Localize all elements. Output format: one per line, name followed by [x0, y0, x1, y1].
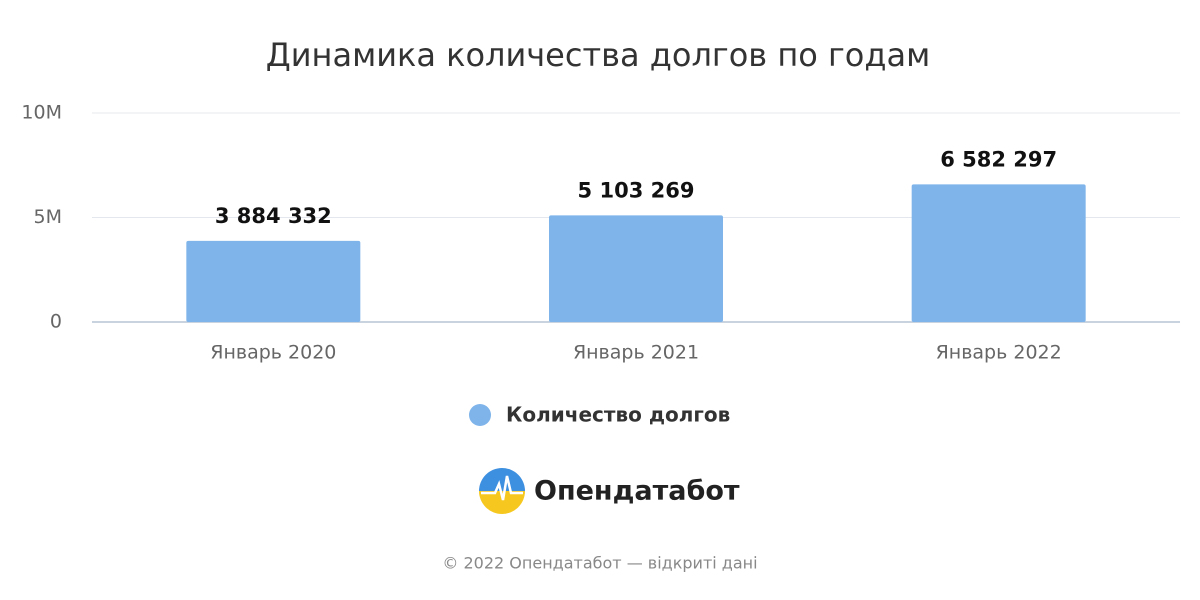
bar: [911, 184, 1086, 322]
x-tick-label: Январь 2020: [210, 342, 336, 364]
bar: [186, 240, 361, 322]
logo: Опендатабот: [479, 468, 740, 514]
y-tick-label: 0: [50, 311, 62, 333]
data-label: 5 103 269: [578, 178, 695, 202]
y-tick-label: 5M: [34, 206, 62, 228]
logo-text: Опендатабот: [534, 476, 740, 507]
y-tick-label: 10M: [21, 102, 62, 124]
legend-marker: [469, 404, 491, 426]
footer: © 2022 Опендатабот — відкриті дані: [442, 554, 757, 573]
logo-pulse: [481, 475, 523, 501]
x-tick-label: Январь 2021: [573, 342, 699, 364]
data-label: 6 582 297: [940, 147, 1057, 171]
data-label: 3 884 332: [215, 204, 332, 228]
x-tick-label: Январь 2022: [936, 342, 1062, 364]
chart-title: Динамика количества долгов по годам: [266, 36, 931, 74]
legend-label: Количество долгов: [506, 403, 730, 427]
bar: [549, 215, 723, 322]
